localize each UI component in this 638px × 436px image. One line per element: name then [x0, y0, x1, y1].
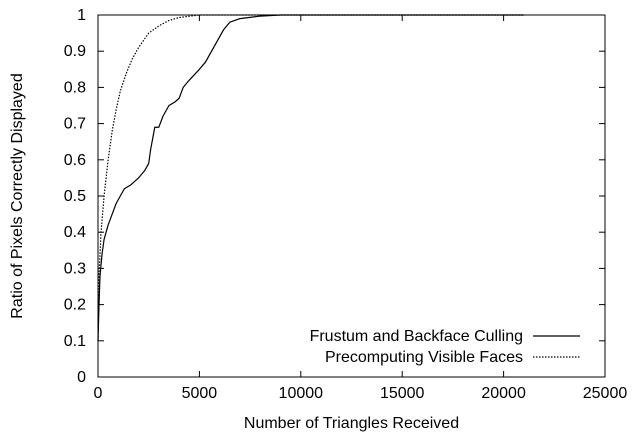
- x-tick-label: 25000: [583, 385, 628, 402]
- y-tick-label: 0.5: [64, 188, 86, 205]
- legend-label: Precomputing Visible Faces: [325, 349, 523, 366]
- x-tick-label: 0: [94, 385, 103, 402]
- x-tick-label: 10000: [279, 385, 324, 402]
- legend: Frustum and Backface Culling Precomputing…: [310, 328, 580, 366]
- y-tick-label: 0.1: [64, 333, 86, 350]
- y-tick-label: 0: [77, 369, 86, 386]
- y-tick-label: 0.6: [64, 152, 86, 169]
- series-line-precomputing-visible-faces: [97, 14, 524, 341]
- y-tick-label: 0.3: [64, 260, 86, 277]
- plot-border: [97, 14, 606, 378]
- x-axis: 0 5000 10000 15000 20000 25000: [94, 15, 628, 402]
- y-tick-label: 0.4: [64, 224, 86, 241]
- x-tick-label: 5000: [182, 385, 218, 402]
- y-tick-label: 0.9: [64, 43, 86, 60]
- x-tick-label: 20000: [481, 385, 526, 402]
- y-tick-label: 0.7: [64, 116, 86, 133]
- x-axis-title: Number of Triangles Received: [244, 415, 459, 432]
- series-line-frustum-backface-culling: [97, 14, 524, 341]
- plot-area: [97, 14, 606, 378]
- legend-label: Frustum and Backface Culling: [310, 328, 523, 345]
- y-tick-label: 0.8: [64, 79, 86, 96]
- y-tick-label: 0.2: [64, 297, 86, 314]
- y-axis: 0 0.1 0.2 0.3 0.4 0.5 0.6 0.7 0.8 0.9 1: [64, 7, 605, 386]
- y-tick-label: 1: [77, 7, 86, 24]
- y-axis-title: Ratio of Pixels Correctly Displayed: [9, 73, 26, 318]
- x-tick-label: 15000: [380, 385, 425, 402]
- series-layer: [97, 14, 524, 341]
